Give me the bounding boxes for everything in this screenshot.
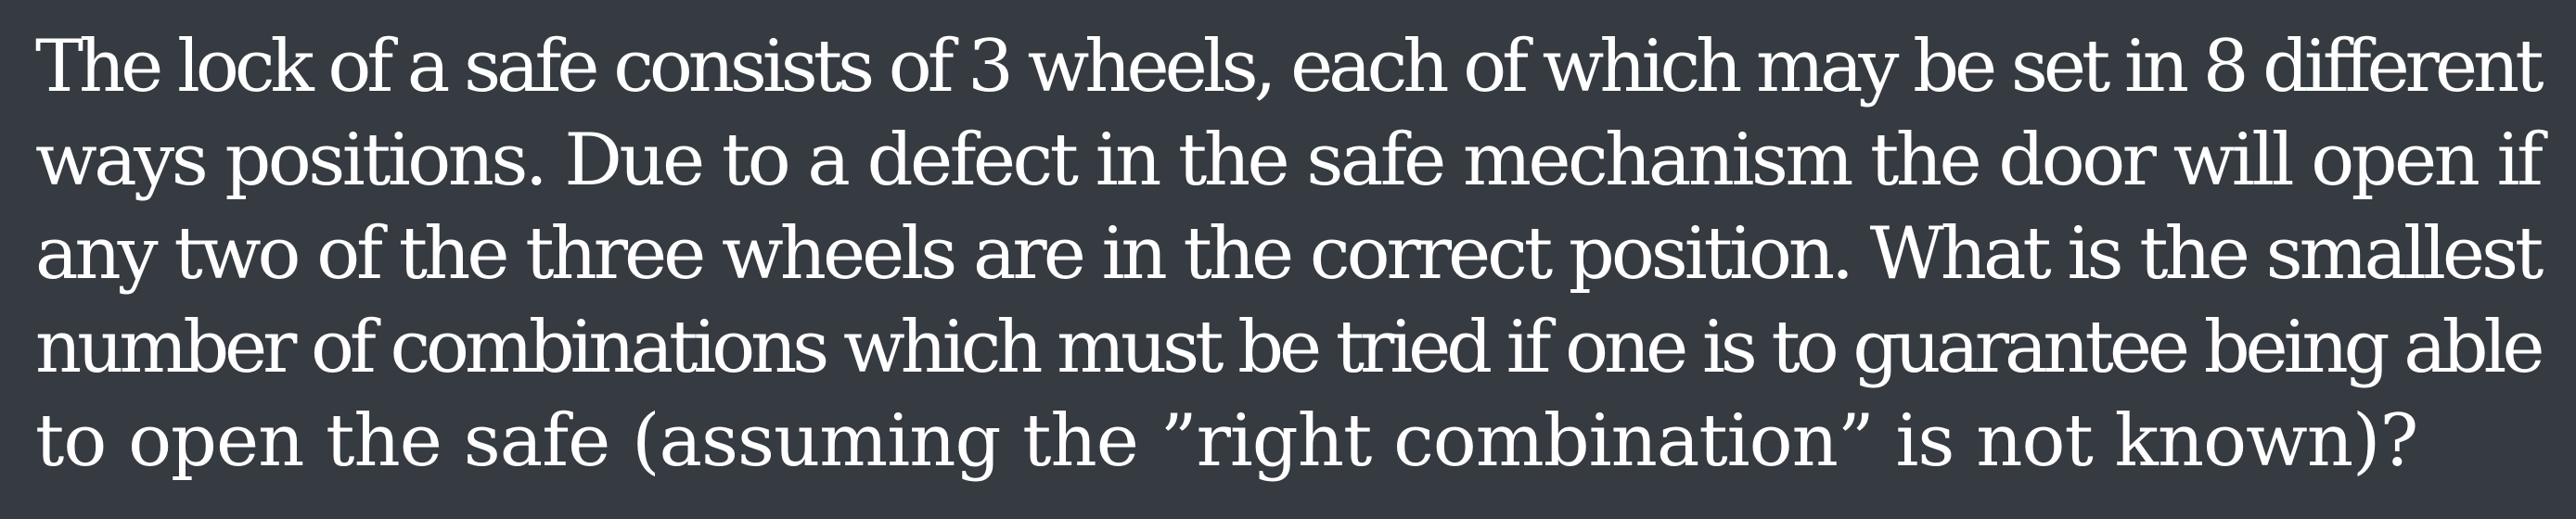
problem-line: ways positions. Due to a defect in the s… — [35, 119, 2544, 202]
problem-line: any two of the three wheels are in the c… — [35, 212, 2544, 296]
problem-line: number of combinations which must be tri… — [35, 306, 2545, 389]
problem-line: The lock of a safe consists of 3 wheels,… — [35, 25, 2544, 108]
problem-text: The lock of a safe consists of 3 wheels,… — [35, 20, 2545, 488]
problem-line: to open the safe (assuming the ”right co… — [35, 399, 2418, 483]
